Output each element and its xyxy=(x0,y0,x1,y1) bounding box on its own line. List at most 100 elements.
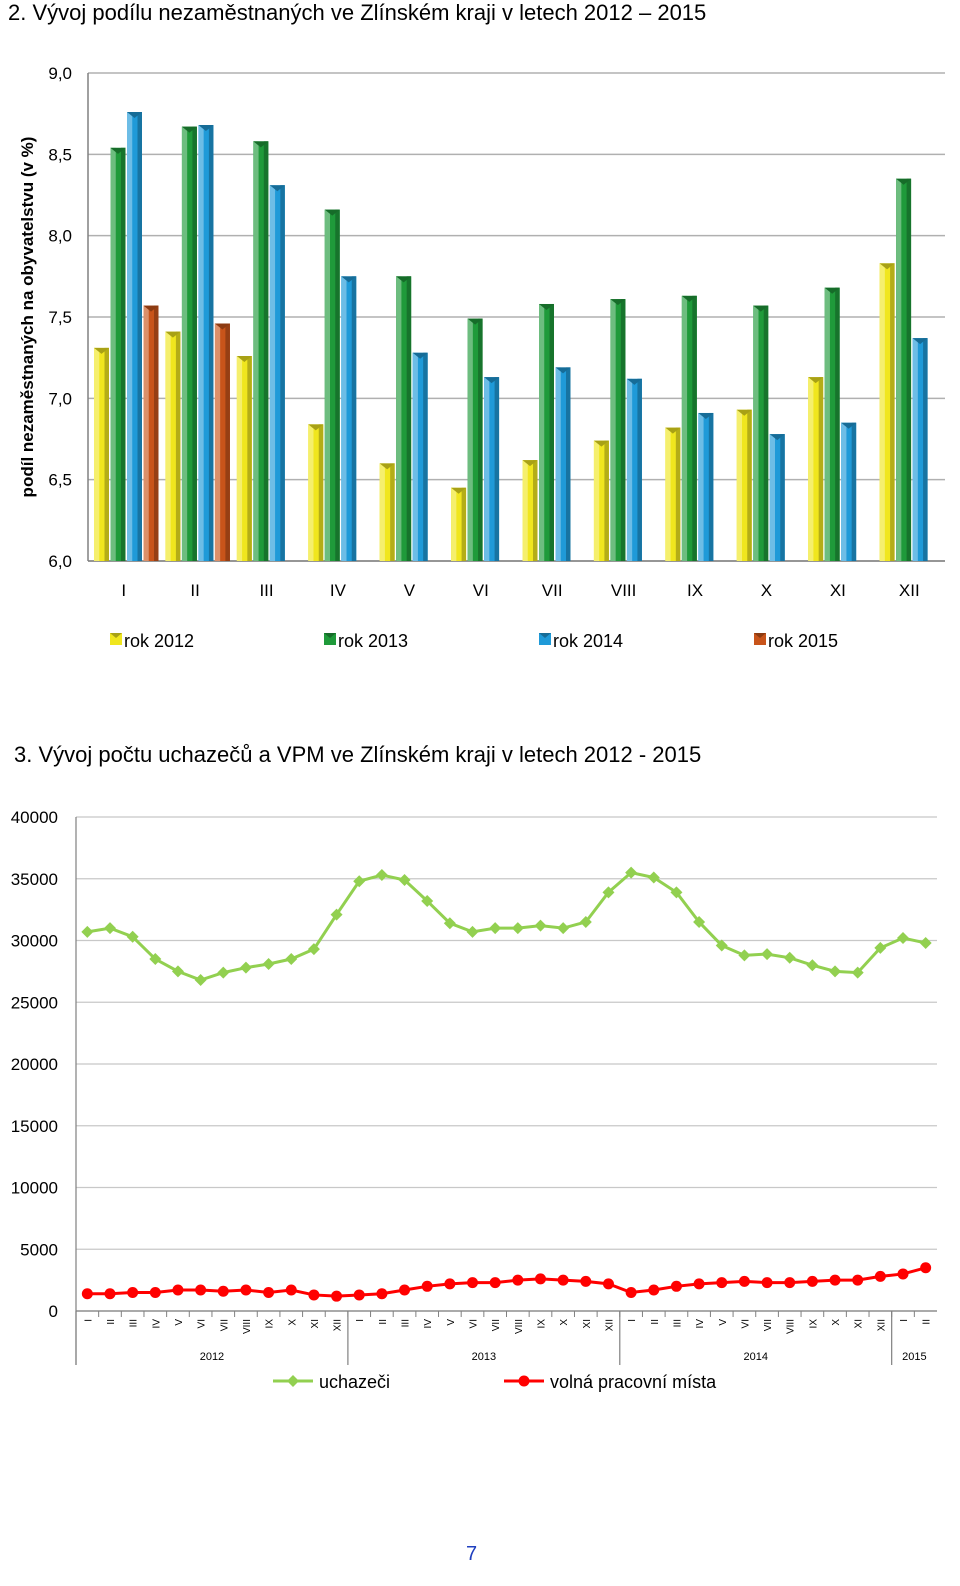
bar-highlight xyxy=(165,331,171,561)
data-point-vpm xyxy=(693,1278,705,1290)
bar-highlight xyxy=(253,141,259,561)
x-month-label: XII xyxy=(333,1319,344,1331)
bar-cap xyxy=(127,112,142,119)
data-point-vpm xyxy=(81,1288,93,1300)
data-point-vpm xyxy=(920,1262,932,1274)
bar-rok-2012 xyxy=(665,427,681,561)
legend-swatch xyxy=(324,633,336,645)
bar-shadow xyxy=(461,487,467,561)
bar-cap xyxy=(198,125,214,132)
bar-highlight xyxy=(665,427,671,561)
x-tick-label: X xyxy=(761,581,772,600)
bar-highlight xyxy=(555,367,561,561)
bar-shadow xyxy=(620,299,626,561)
data-point-vpm xyxy=(353,1289,365,1301)
legend-swatch xyxy=(110,633,122,645)
bar-cap xyxy=(143,305,159,312)
x-tick-label: VIII xyxy=(611,581,637,600)
data-point-vpm xyxy=(784,1277,796,1289)
data-point-vpm xyxy=(467,1277,479,1289)
y-tick-label: 8,5 xyxy=(48,145,72,164)
x-tick-label: IX xyxy=(687,581,703,600)
bar-highlight xyxy=(379,463,385,561)
y-tick-label: 5000 xyxy=(20,1240,58,1259)
data-point-uchazeci xyxy=(126,930,139,943)
year-label: 2013 xyxy=(472,1351,496,1363)
x-month-label: II xyxy=(922,1319,933,1325)
data-point-uchazeci xyxy=(647,871,660,884)
bar-cap xyxy=(753,305,769,312)
data-point-uchazeci xyxy=(919,936,932,949)
data-point-vpm xyxy=(829,1274,841,1286)
x-tick-label: XI xyxy=(830,581,846,600)
bar-highlight xyxy=(94,347,100,561)
bar-highlight xyxy=(467,318,473,561)
bar-cap xyxy=(467,318,483,325)
bar-cap xyxy=(341,276,357,283)
legend-swatch-cap xyxy=(754,633,766,638)
x-month-label: II xyxy=(650,1319,661,1325)
bar-shadow xyxy=(780,434,785,561)
data-point-uchazeci xyxy=(897,932,910,945)
data-point-vpm xyxy=(172,1284,184,1296)
data-point-uchazeci xyxy=(693,915,706,928)
x-month-label: VIII xyxy=(786,1319,797,1334)
x-month-label: IV xyxy=(423,1319,434,1329)
x-tick-label: III xyxy=(259,581,273,600)
data-point-vpm xyxy=(852,1274,864,1286)
bar-cap xyxy=(555,367,571,374)
year-label: 2012 xyxy=(200,1351,224,1363)
year-label: 2015 xyxy=(902,1351,926,1363)
x-month-label: I xyxy=(355,1319,366,1322)
bar-shadow xyxy=(247,356,252,561)
data-point-uchazeci xyxy=(489,922,502,935)
applicants-line-chart: 0 5000 10000 15000 20000 25000 30000 35000 40000… xyxy=(11,808,937,1392)
y-tick-label: 9,0 xyxy=(48,64,72,83)
x-month-label: III xyxy=(129,1319,140,1327)
bar-highlight xyxy=(308,424,314,561)
bar-highlight xyxy=(626,378,633,561)
bar-highlight xyxy=(808,377,814,561)
data-point-uchazeci xyxy=(285,953,298,966)
bar-rok-2014 xyxy=(198,125,214,561)
bar-shadow xyxy=(906,178,912,561)
bar-shadow xyxy=(604,440,609,561)
bar-rok-2014 xyxy=(841,422,857,561)
data-point-uchazeci xyxy=(171,965,184,978)
legend-item: rok 2015 xyxy=(754,631,838,651)
bar-cap xyxy=(379,463,395,470)
data-point-vpm xyxy=(263,1286,275,1298)
data-point-vpm xyxy=(421,1280,433,1292)
bar-highlight xyxy=(396,276,402,561)
bar-cap xyxy=(214,323,230,330)
legend-label: rok 2012 xyxy=(124,631,194,651)
bar-highlight xyxy=(681,295,688,561)
bar-shadow xyxy=(137,112,142,561)
bar-rok-2012 xyxy=(94,347,109,561)
x-month-label: III xyxy=(401,1319,412,1327)
data-point-vpm xyxy=(738,1275,750,1287)
data-point-vpm xyxy=(399,1284,411,1296)
x-month-label: I xyxy=(899,1319,910,1322)
bar-rok-2012 xyxy=(593,440,609,561)
bar-rok-2012 xyxy=(879,263,895,561)
bar-highlight xyxy=(896,178,902,561)
data-point-vpm xyxy=(874,1270,886,1282)
x-month-label: X xyxy=(559,1319,570,1326)
bar-highlight xyxy=(412,352,418,561)
bar-shadow xyxy=(763,305,769,561)
bar-cap xyxy=(896,178,912,185)
data-point-uchazeci xyxy=(398,873,411,886)
bar-cap xyxy=(324,209,340,216)
bar-rok-2014 xyxy=(269,185,285,562)
bar-shadow xyxy=(423,352,428,561)
bar-rok-2013 xyxy=(467,318,483,561)
bar-cap xyxy=(736,409,752,416)
bar-cap xyxy=(484,377,500,384)
data-point-vpm xyxy=(806,1275,818,1287)
bar-highlight xyxy=(341,276,347,561)
x-month-label: VII xyxy=(219,1319,230,1331)
bar-highlight xyxy=(324,209,330,561)
bar-cap xyxy=(841,422,857,429)
bar-shadow xyxy=(390,463,395,561)
